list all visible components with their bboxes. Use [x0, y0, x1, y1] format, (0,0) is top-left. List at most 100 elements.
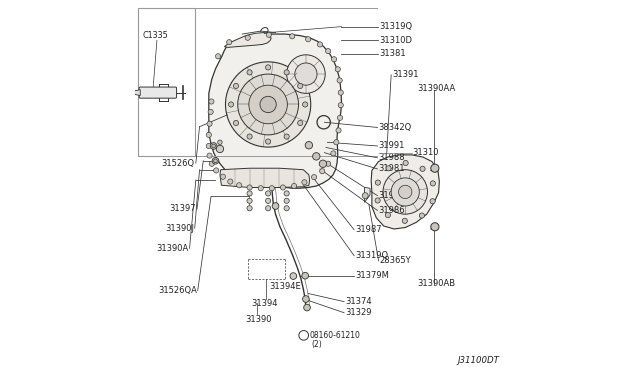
Circle shape	[399, 185, 412, 199]
Text: 31394E: 31394E	[269, 282, 301, 291]
Circle shape	[209, 161, 214, 166]
Circle shape	[383, 170, 428, 214]
Circle shape	[216, 145, 223, 153]
Circle shape	[312, 153, 320, 160]
Text: 31329: 31329	[345, 308, 371, 317]
Circle shape	[402, 218, 408, 224]
FancyBboxPatch shape	[138, 8, 195, 156]
Circle shape	[375, 198, 380, 203]
Circle shape	[302, 180, 307, 185]
Circle shape	[362, 193, 368, 199]
Text: 31987: 31987	[355, 225, 381, 234]
Text: 31526Q: 31526Q	[162, 158, 195, 167]
Circle shape	[326, 161, 331, 166]
Polygon shape	[371, 155, 439, 229]
Circle shape	[317, 42, 323, 47]
Circle shape	[207, 121, 212, 126]
Polygon shape	[364, 187, 370, 202]
Circle shape	[280, 185, 285, 190]
Circle shape	[298, 83, 303, 89]
Circle shape	[305, 37, 311, 42]
Circle shape	[209, 99, 214, 104]
Circle shape	[266, 198, 271, 203]
Circle shape	[332, 57, 337, 62]
Text: 31319Q: 31319Q	[355, 251, 388, 260]
Text: C1335: C1335	[142, 31, 168, 41]
Circle shape	[430, 181, 435, 186]
Circle shape	[216, 54, 221, 59]
Text: 31988: 31988	[378, 153, 405, 162]
Circle shape	[237, 183, 242, 188]
Circle shape	[430, 199, 435, 204]
Circle shape	[284, 191, 289, 196]
Circle shape	[319, 160, 326, 167]
Circle shape	[298, 121, 303, 126]
Text: 31310D: 31310D	[379, 36, 412, 45]
Text: 31391: 31391	[392, 70, 419, 79]
Circle shape	[208, 109, 213, 115]
Circle shape	[287, 55, 325, 93]
Text: 31390J: 31390J	[165, 224, 194, 233]
Text: 31390: 31390	[245, 315, 271, 324]
Text: 31310: 31310	[413, 148, 439, 157]
Circle shape	[386, 166, 391, 171]
Text: 31390AA: 31390AA	[417, 84, 456, 93]
Text: 31390A: 31390A	[157, 244, 189, 253]
Text: (2): (2)	[311, 340, 322, 349]
Text: B: B	[301, 332, 307, 339]
Circle shape	[260, 96, 276, 113]
Text: 31981: 31981	[378, 164, 404, 173]
Circle shape	[247, 134, 252, 139]
Circle shape	[247, 70, 252, 75]
Circle shape	[336, 128, 341, 133]
Text: 31526QA: 31526QA	[158, 286, 197, 295]
Circle shape	[319, 169, 325, 174]
Text: 31991: 31991	[378, 141, 404, 151]
Circle shape	[247, 198, 252, 203]
Circle shape	[337, 115, 342, 121]
Circle shape	[291, 183, 297, 189]
Text: 31379M: 31379M	[355, 271, 388, 280]
Circle shape	[419, 213, 424, 218]
Circle shape	[214, 159, 218, 163]
Circle shape	[391, 178, 419, 206]
Polygon shape	[225, 33, 271, 47]
Circle shape	[303, 102, 308, 107]
Circle shape	[302, 272, 308, 279]
Circle shape	[245, 35, 250, 40]
Circle shape	[299, 331, 308, 340]
Circle shape	[290, 34, 295, 39]
Circle shape	[420, 166, 425, 171]
Polygon shape	[220, 168, 310, 187]
Circle shape	[212, 144, 216, 148]
Circle shape	[266, 191, 271, 196]
Circle shape	[227, 39, 232, 45]
Circle shape	[211, 142, 217, 149]
Circle shape	[303, 296, 309, 302]
Circle shape	[247, 185, 252, 190]
Text: 31986: 31986	[378, 206, 405, 215]
Circle shape	[312, 174, 317, 180]
Circle shape	[266, 206, 271, 211]
Circle shape	[234, 83, 239, 89]
FancyBboxPatch shape	[139, 87, 177, 98]
Circle shape	[337, 78, 342, 83]
Text: 08160-61210: 08160-61210	[310, 331, 360, 340]
Text: 31390AB: 31390AB	[417, 279, 455, 288]
Circle shape	[206, 143, 211, 148]
Circle shape	[247, 206, 252, 211]
Text: 31981D: 31981D	[378, 191, 411, 200]
Circle shape	[338, 103, 343, 108]
Circle shape	[305, 141, 312, 149]
Circle shape	[258, 186, 263, 191]
Circle shape	[228, 179, 233, 184]
Circle shape	[218, 140, 222, 144]
Circle shape	[249, 85, 287, 124]
Text: 31381: 31381	[379, 49, 406, 58]
Circle shape	[234, 121, 239, 126]
Circle shape	[207, 153, 212, 158]
Circle shape	[284, 70, 289, 75]
Circle shape	[228, 102, 234, 107]
Circle shape	[304, 304, 310, 311]
Circle shape	[214, 168, 219, 173]
